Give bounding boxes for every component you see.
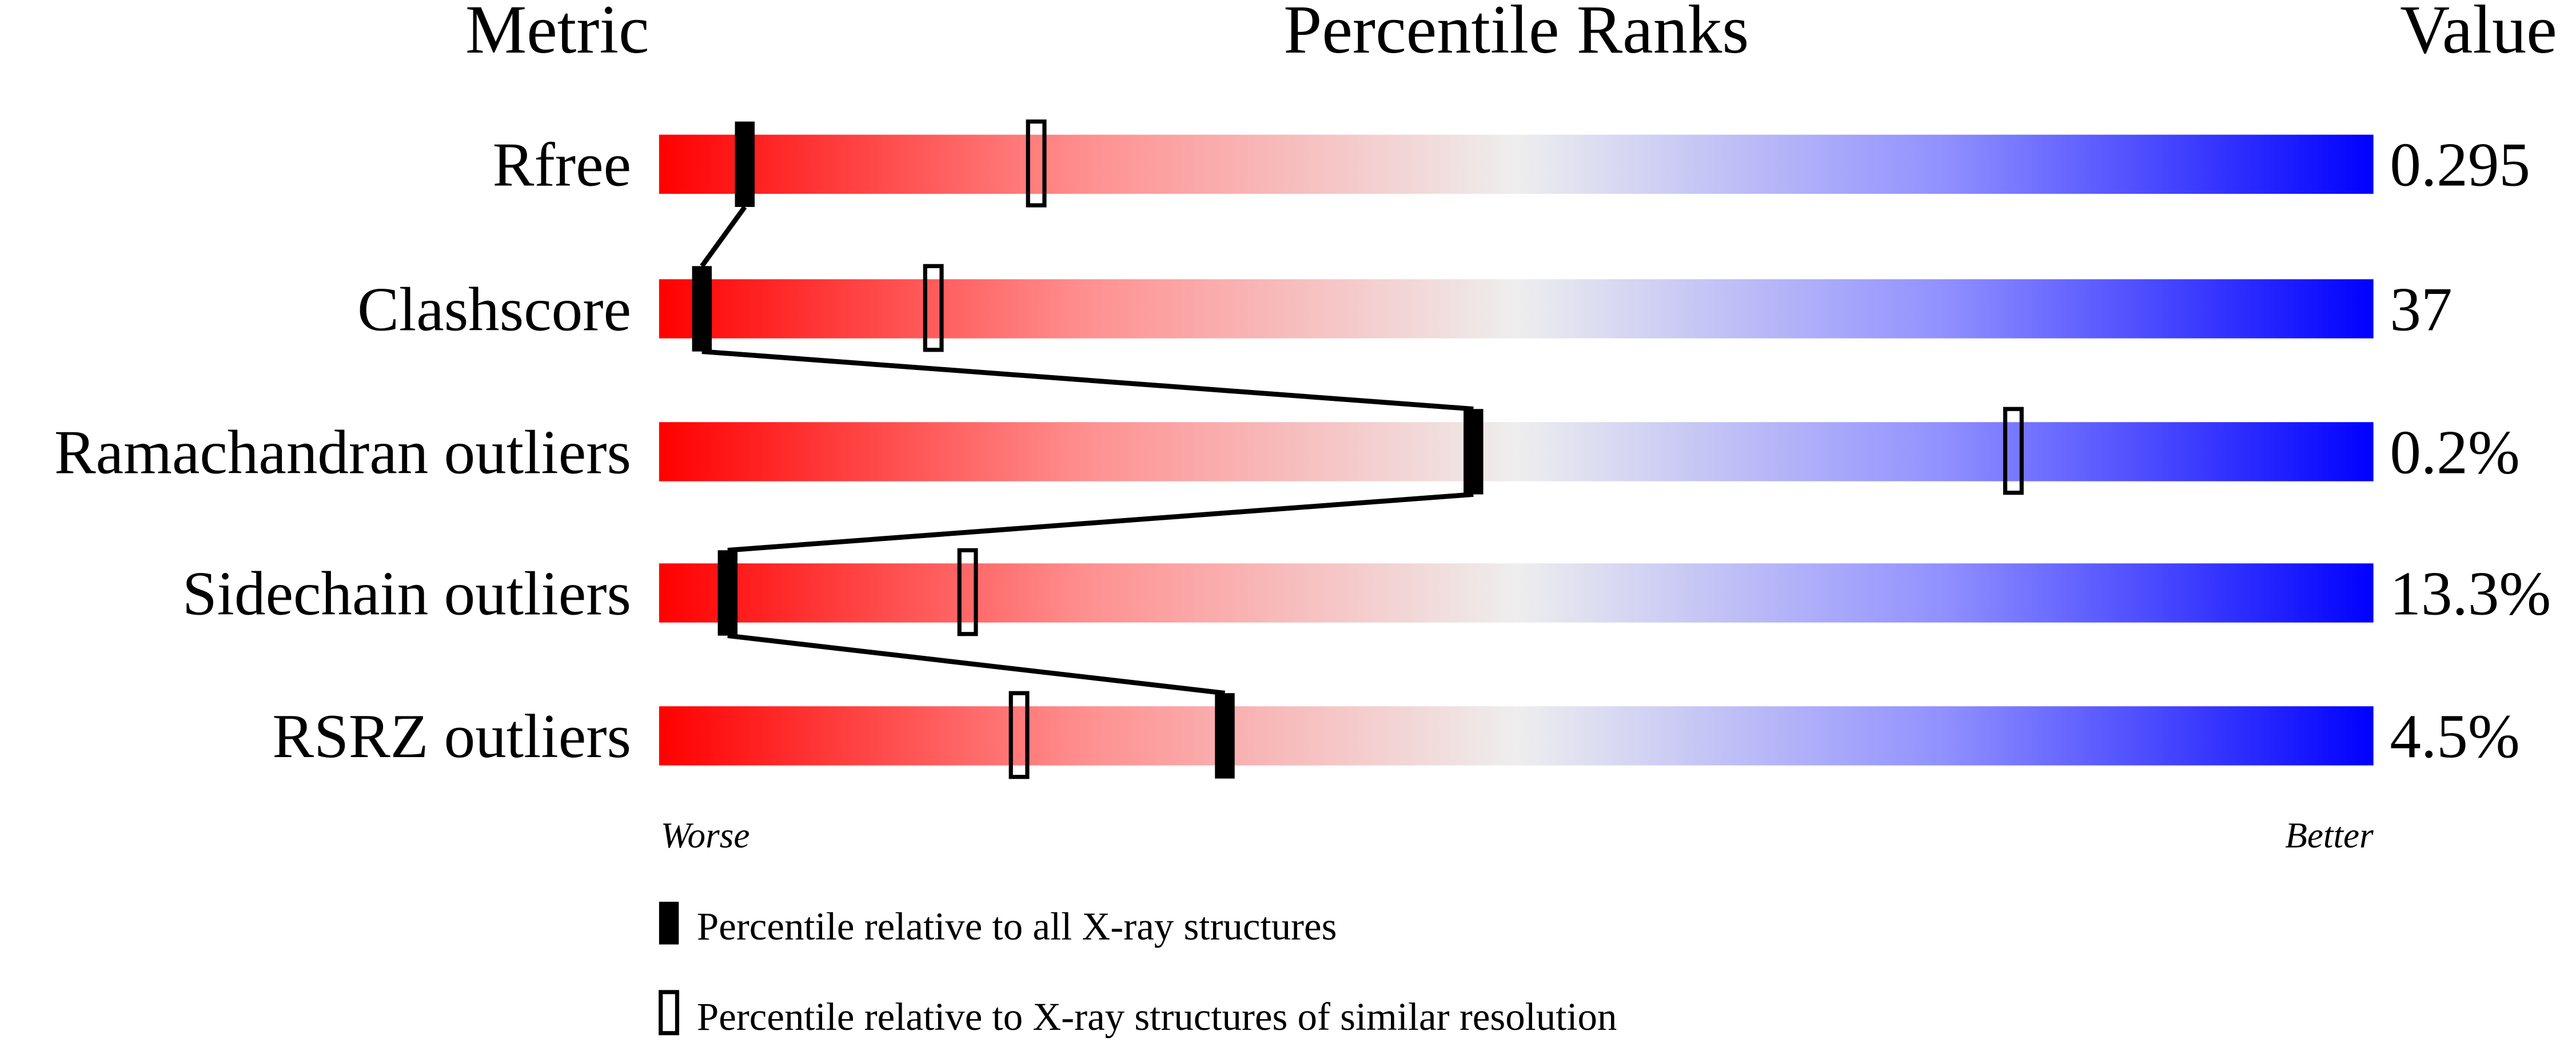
all-structures-marker xyxy=(735,121,755,207)
metric-label: Sidechain outliers xyxy=(182,559,631,628)
legend-open-marker-icon xyxy=(659,990,680,1036)
legend-all-label: Percentile relative to all X-ray structu… xyxy=(697,905,1337,948)
all-structures-marker xyxy=(1464,409,1484,495)
similar-resolution-marker xyxy=(2003,407,2024,495)
all-structures-marker xyxy=(692,266,712,352)
header-percentile-ranks: Percentile Ranks xyxy=(1283,0,1749,68)
metric-value: 4.5% xyxy=(2390,702,2519,771)
connector-line xyxy=(701,349,1474,412)
connector-line xyxy=(727,633,1225,696)
legend-filled-marker-icon xyxy=(659,901,679,945)
similar-resolution-marker xyxy=(1026,119,1047,208)
metric-label: Ramachandran outliers xyxy=(54,417,631,487)
axis-label-worse: Worse xyxy=(661,815,750,855)
metric-value: 13.3% xyxy=(2390,559,2551,628)
metric-label: Clashscore xyxy=(357,274,631,344)
percentile-bar xyxy=(659,563,2374,623)
all-structures-marker xyxy=(717,550,738,636)
percentile-bar xyxy=(659,422,2374,481)
legend-similar-label: Percentile relative to X-ray structures … xyxy=(697,995,1617,1038)
similar-resolution-marker xyxy=(1008,691,1030,779)
connector-line xyxy=(727,492,1474,553)
all-structures-marker xyxy=(1215,693,1235,779)
percentile-bar xyxy=(659,706,2374,766)
percentile-bar xyxy=(659,134,2374,194)
percentile-bar xyxy=(659,279,2374,339)
metric-label: RSRZ outliers xyxy=(272,702,631,771)
metric-value: 0.2% xyxy=(2390,417,2519,487)
metric-label: Rfree xyxy=(493,130,631,200)
header-value: Value xyxy=(2400,0,2557,68)
similar-resolution-marker xyxy=(957,548,978,636)
similar-resolution-marker xyxy=(923,264,944,352)
metric-value: 0.295 xyxy=(2390,130,2530,200)
header-metric: Metric xyxy=(465,0,649,68)
connector-line xyxy=(700,205,747,268)
axis-label-better: Better xyxy=(2285,815,2374,855)
metric-value: 37 xyxy=(2390,274,2452,344)
